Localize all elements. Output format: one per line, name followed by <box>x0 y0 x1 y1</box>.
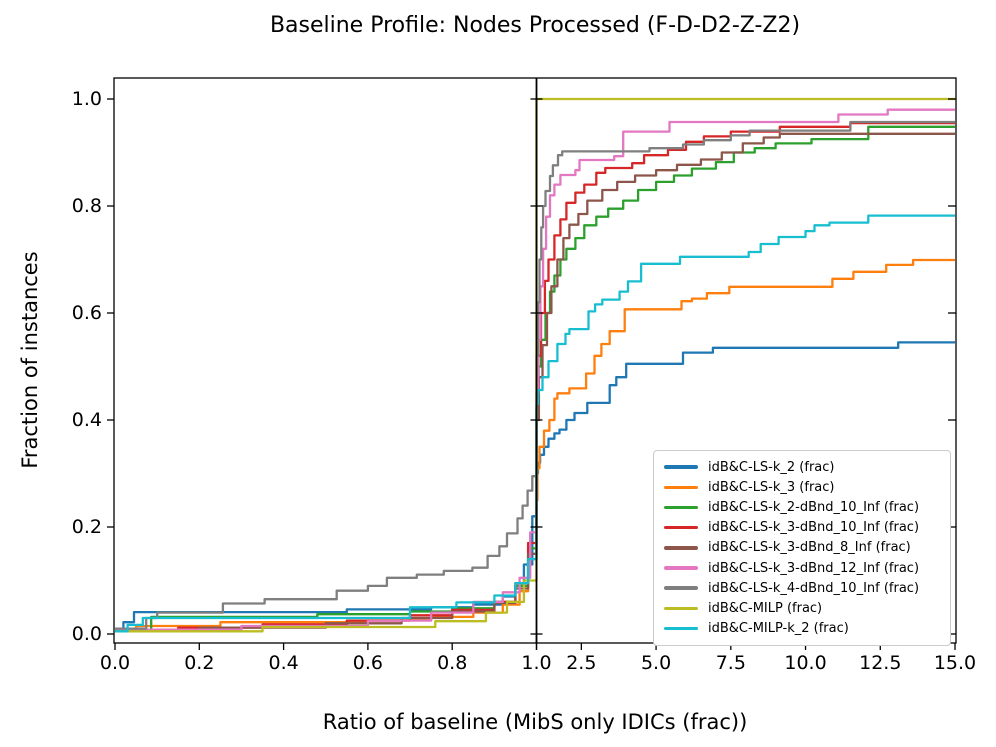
y-tick-label: 0.4 <box>72 409 102 431</box>
x-axis-label: Ratio of baseline (MibS only IDICs (frac… <box>322 710 748 734</box>
y-tick-label: 0.0 <box>72 623 102 645</box>
x-tick-label: 0.4 <box>268 652 298 674</box>
legend-item: idB&C-LS-k_2 (frac) <box>664 457 942 477</box>
x-tick-label: 0.8 <box>437 652 467 674</box>
legend-label: idB&C-MILP (frac) <box>708 600 823 616</box>
legend-swatch-icon <box>664 586 698 590</box>
legend-label: idB&C-LS-k_3 (frac) <box>708 479 835 495</box>
legend-swatch-icon <box>664 505 698 510</box>
x-tick-label: 15.0 <box>934 652 976 674</box>
y-tick-label: 0.8 <box>72 195 102 217</box>
legend-swatch-icon <box>664 566 698 570</box>
legend-label: idB&C-MILP-k_2 (frac) <box>708 621 849 637</box>
x-tick-label: 0.6 <box>353 652 383 674</box>
x-tick-label: 0.0 <box>100 652 130 674</box>
legend-swatch-icon <box>664 626 698 631</box>
x-tick-label: 5.0 <box>641 652 671 674</box>
legend-item: idB&C-LS-k_3-dBnd_8_Inf (frac) <box>664 538 942 558</box>
series-line-8 <box>115 214 955 633</box>
x-tick-label: 10.0 <box>784 652 826 674</box>
y-tick-label: 0.6 <box>72 302 102 324</box>
y-axis-label: Fraction of instances <box>18 251 42 469</box>
legend-item: idB&C-LS-k_4-dBnd_10_Inf (frac) <box>664 578 942 598</box>
x-tick-label: 7.5 <box>716 652 746 674</box>
legend-item: idB&C-MILP (frac) <box>664 598 942 618</box>
chart-legend: idB&C-LS-k_2 (frac) idB&C-LS-k_3 (frac) id… <box>653 450 951 646</box>
legend-label: idB&C-LS-k_4-dBnd_10_Inf (frac) <box>708 580 920 596</box>
legend-label: idB&C-LS-k_3-dBnd_8_Inf (frac) <box>708 540 911 556</box>
plot-frame <box>113 77 957 644</box>
legend-item: idB&C-LS-k_2-dBnd_10_Inf (frac) <box>664 497 942 517</box>
series-line-5 <box>115 108 955 631</box>
legend-swatch-icon <box>664 606 698 611</box>
legend-swatch-icon <box>664 546 698 550</box>
legend-label: idB&C-LS-k_3-dBnd_10_Inf (frac) <box>708 520 920 536</box>
x-tick-label: 0.2 <box>184 652 214 674</box>
chart-title: Baseline Profile: Nodes Processed (F-D-D… <box>269 13 801 38</box>
series-line-6 <box>115 120 955 630</box>
legend-item: idB&C-LS-k_3-dBnd_10_Inf (frac) <box>664 518 942 538</box>
legend-swatch-icon <box>664 465 698 469</box>
legend-label: idB&C-LS-k_3-dBnd_12_Inf (frac) <box>708 560 920 576</box>
series-line-4 <box>115 132 955 633</box>
series-line-7 <box>115 97 955 633</box>
x-tick-label: 12.5 <box>859 652 901 674</box>
legend-label: idB&C-LS-k_2-dBnd_10_Inf (frac) <box>708 499 920 515</box>
legend-item: idB&C-LS-k_3 (frac) <box>664 477 942 497</box>
x-tick-label: 2.5 <box>566 652 596 674</box>
legend-item: idB&C-MILP-k_2 (frac) <box>664 619 942 639</box>
y-tick-label: 1.0 <box>72 88 102 110</box>
x-tick-label: 1.0 <box>521 652 551 674</box>
legend-swatch-icon <box>664 485 698 490</box>
legend-item: idB&C-LS-k_3-dBnd_12_Inf (frac) <box>664 558 942 578</box>
y-tick-label: 0.2 <box>72 516 102 538</box>
series-group <box>115 97 955 633</box>
legend-label: idB&C-LS-k_2 (frac) <box>708 459 835 475</box>
legend-swatch-icon <box>664 525 698 530</box>
